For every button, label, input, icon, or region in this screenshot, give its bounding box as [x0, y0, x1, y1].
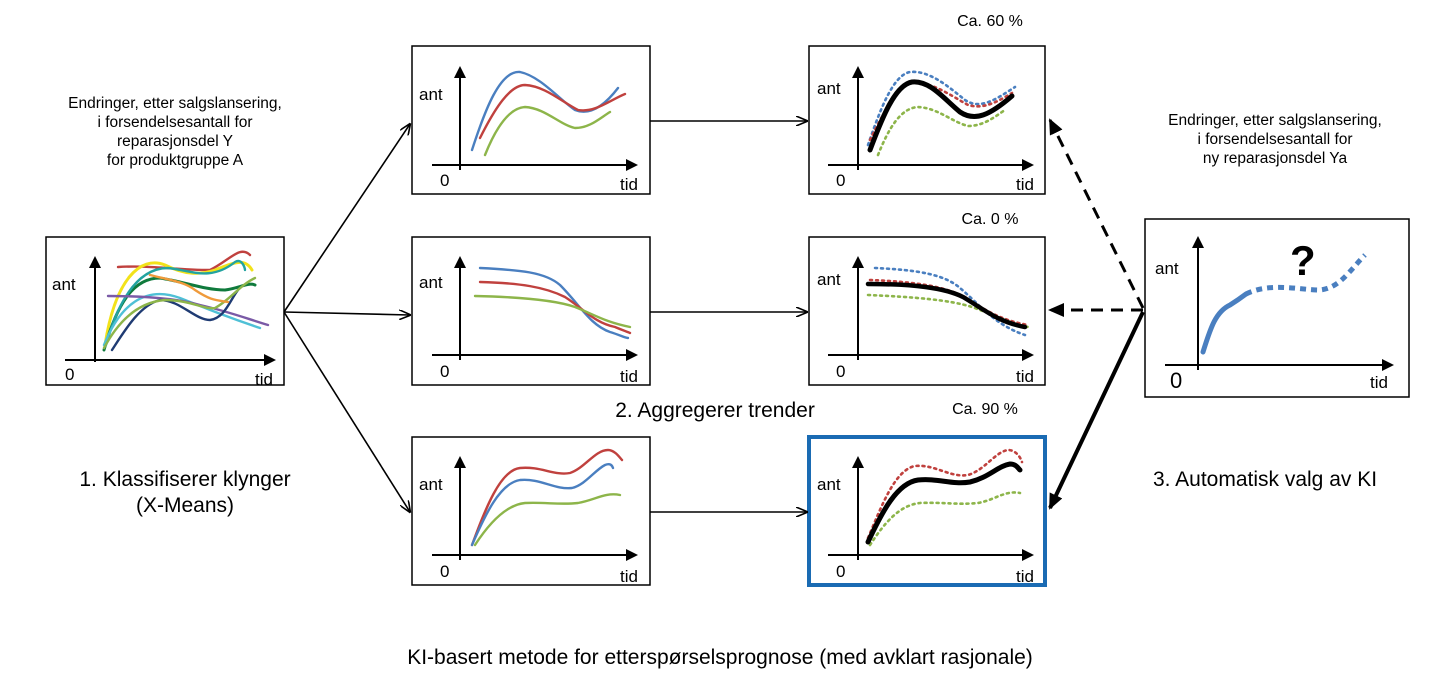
cluster-panel-middle: ant 0 tid [411, 236, 651, 386]
origin-label: 0 [1170, 368, 1182, 393]
arrow-right-icon [283, 311, 410, 512]
cluster-panel-bottom: ant 0 tid [411, 436, 651, 586]
source-panel: ant 0 tid [45, 236, 285, 389]
origin-label: 0 [65, 365, 74, 384]
origin-label: 0 [440, 562, 449, 581]
origin-label: 0 [836, 562, 845, 581]
y-axis-label: ant [817, 79, 841, 98]
y-axis-label: ant [817, 475, 841, 494]
selected-arrow-icon [1048, 311, 1145, 510]
origin-label: 0 [836, 362, 845, 381]
aggregate-arrows [650, 121, 807, 512]
x-axis-label: tid [1016, 567, 1034, 586]
percent-top: Ca. 60 % [957, 13, 1023, 30]
x-axis-label: tid [620, 367, 638, 386]
trend-panel-top: ant 0 tid [808, 45, 1046, 195]
x-axis-label: tid [620, 567, 638, 586]
dashed-arrow-icon [1048, 118, 1145, 309]
percent-mid: Ca. 0 % [961, 211, 1019, 228]
y-axis-label: ant [817, 270, 841, 289]
origin-label: 0 [836, 171, 845, 190]
right-caption: Endringer, etter salgslansering, i forse… [1168, 112, 1382, 167]
x-axis-label: tid [1370, 373, 1388, 392]
y-axis-label: ant [419, 273, 443, 292]
y-axis-label: ant [52, 275, 76, 294]
cluster-panel-top: ant 0 tid [411, 45, 651, 195]
x-axis-label: tid [1016, 175, 1034, 194]
arrow-right-icon [283, 312, 410, 315]
new-part-panel: ant 0 tid ? [1144, 218, 1410, 398]
left-caption: Endringer, etter salgslansering, i forse… [68, 95, 282, 169]
percent-bottom: Ca. 90 % [952, 401, 1018, 418]
question-mark-icon: ? [1290, 237, 1316, 284]
step2-label: 2. Aggregerer trender [615, 399, 815, 422]
trend-panel-middle: ant 0 tid [808, 236, 1046, 386]
cluster-arrows [283, 124, 410, 512]
y-axis-label: ant [419, 85, 443, 104]
x-axis-label: tid [255, 370, 273, 389]
x-axis-label: tid [620, 175, 638, 194]
bottom-title: KI-basert metode for etterspørselsprogno… [407, 646, 1033, 669]
selection-arrows [1048, 118, 1145, 510]
origin-label: 0 [440, 171, 449, 190]
y-axis-label: ant [1155, 259, 1179, 278]
origin-label: 0 [440, 362, 449, 381]
step1-label: 1. Klassifiserer klynger (X-Means) [79, 468, 291, 517]
step3-label: 3. Automatisk valg av KI [1152, 468, 1378, 491]
x-axis-label: tid [1016, 367, 1034, 386]
y-axis-label: ant [419, 475, 443, 494]
arrow-right-icon [283, 124, 410, 313]
trend-panel-bottom-selected: ant 0 tid [807, 435, 1047, 587]
